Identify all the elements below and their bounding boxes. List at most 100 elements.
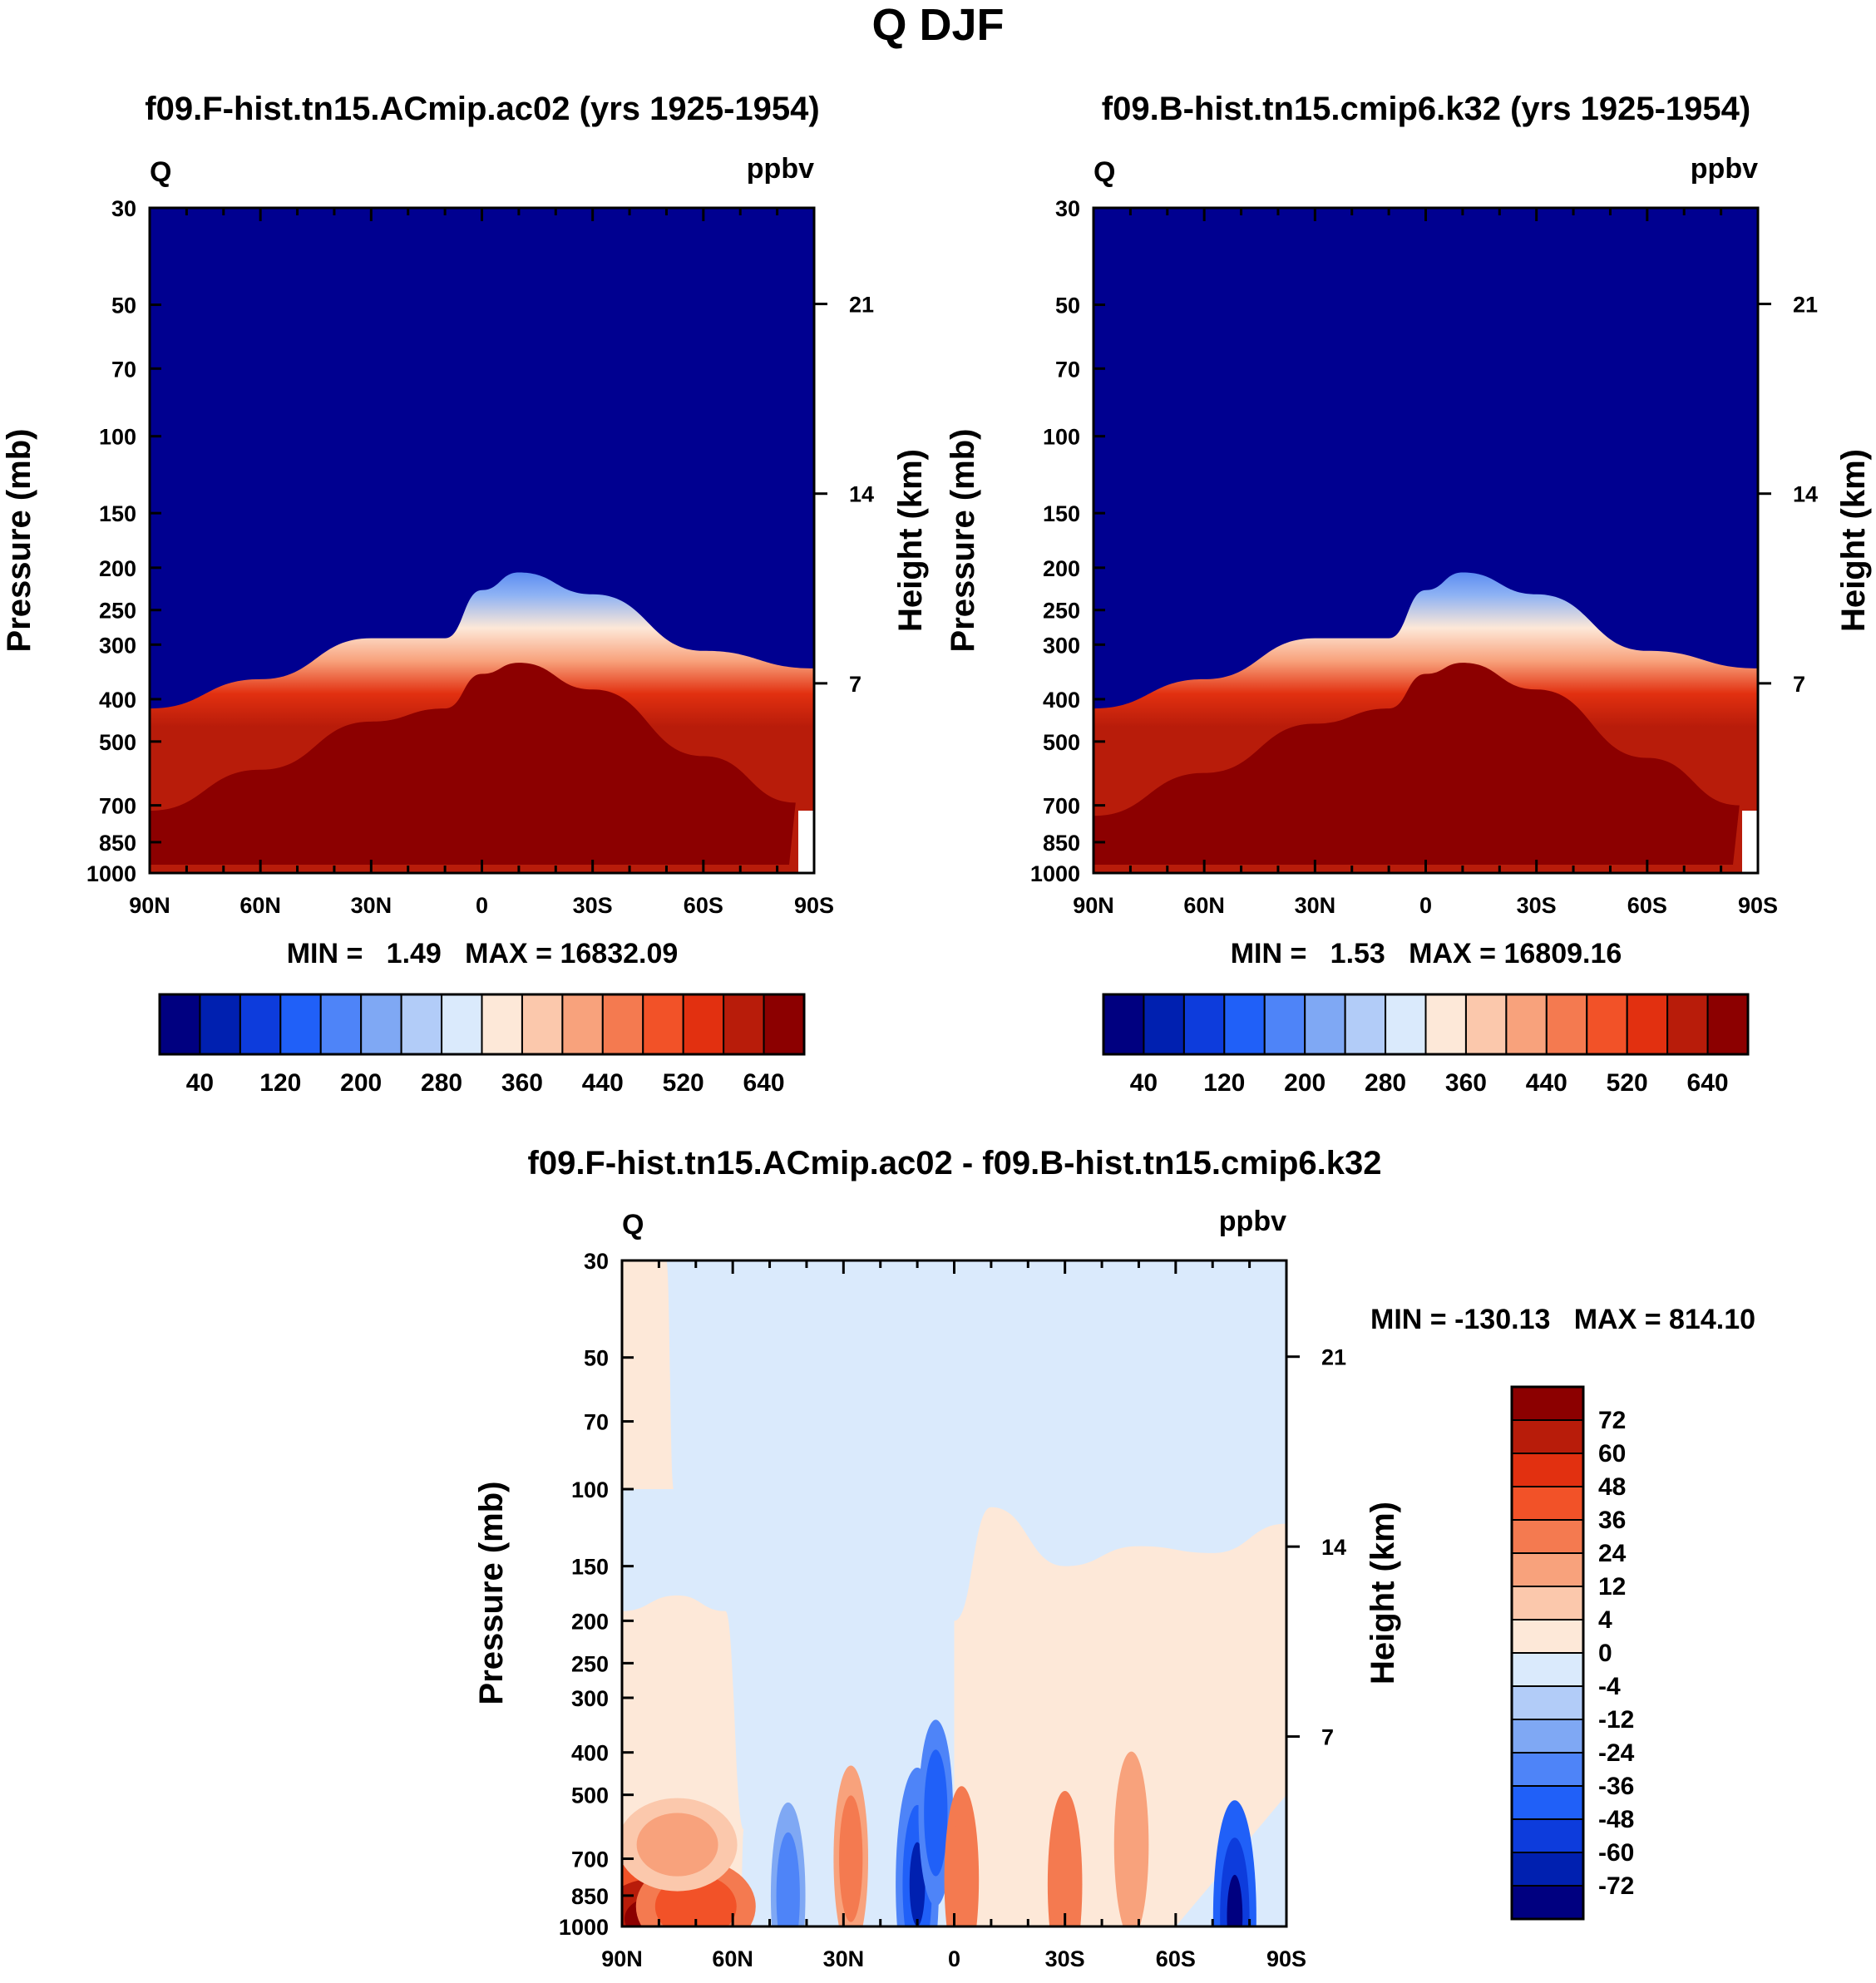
x-tick-label: 90S [1738,893,1778,918]
colorbar-swatch [1511,1685,1584,1720]
colorbar: 40 120 200 280 360 440 520 640 [1102,993,1750,1097]
colorbar-swatch [1511,1552,1584,1587]
colorbar-swatch [199,994,241,1055]
page-title: Q DJF [871,0,1004,50]
colorbar-swatch [1344,994,1387,1055]
anomaly-blob [950,1816,974,1926]
colorbar-label: 360 [1445,1069,1487,1097]
x-tick-label: 30N [823,1946,865,1971]
x-tick-label: 60N [239,893,281,918]
colorbar-label: 280 [421,1069,462,1097]
colorbar-swatch [319,994,363,1055]
y-tick-label: 500 [571,1783,609,1808]
y2-tick-label: 7 [849,672,861,697]
colorbar-swatch [1626,994,1669,1055]
colorbar-swatch [1511,1453,1584,1487]
y-tick-label: 250 [571,1651,609,1676]
colorbar-swatch [1511,1586,1584,1620]
colorbar-swatch [159,994,201,1055]
colorbar-swatch [723,994,765,1055]
min-max-stats: MIN = 1.49 MAX = 16832.09 [287,938,679,969]
y-tick-label: 250 [1043,599,1080,624]
missing-data-strip [798,811,814,873]
colorbar-label: 40 [186,1069,214,1097]
y-tick-label: 50 [1055,294,1080,318]
colorbar-swatch [1511,1419,1584,1454]
anomaly-blob [839,1795,863,1922]
y-tick-label: 30 [111,196,136,221]
x-tick-label: 0 [1419,893,1432,918]
colorbar-swatch [1424,994,1467,1055]
y-axis-label: Pressure (mb) [945,429,981,653]
colorbar-swatch [400,994,443,1055]
y-tick-label: 250 [99,599,136,624]
colorbar-label: 640 [1687,1069,1729,1097]
panel-title: f09.F-hist.tn15.ACmip.ac02 - f09.B-hist.… [528,1145,1382,1181]
colorbar-label: 36 [1598,1507,1626,1534]
y2-tick-label: 7 [1321,1725,1334,1750]
y-tick-label: 300 [1043,633,1080,658]
y-tick-label: 850 [1043,831,1080,856]
units-label: ppbv [747,153,814,185]
colorbar-swatch [1223,994,1266,1055]
panel-title: f09.B-hist.tn15.cmip6.k32 (yrs 1925-1954… [1102,91,1750,127]
y-tick-label: 400 [1043,688,1080,713]
colorbar-swatch [1511,1619,1584,1654]
colorbar-label: 120 [259,1069,301,1097]
y2-tick-label: 21 [1321,1345,1346,1370]
y2-tick-label: 14 [1793,482,1818,507]
y-tick-label: 300 [99,633,136,658]
y-tick-label: 100 [1043,425,1080,450]
y-tick-label: 300 [571,1686,609,1711]
y-tick-label: 50 [111,294,136,318]
colorbar-swatch [1511,1386,1584,1421]
y-tick-label: 200 [571,1609,609,1634]
colorbar-swatch [521,994,564,1055]
colorbar-swatch [1385,994,1427,1055]
colorbar-label: -36 [1598,1773,1634,1800]
colorbar-label: -60 [1598,1839,1634,1867]
y-tick-label: 1000 [1030,861,1080,886]
y2-tick-label: 21 [1793,293,1818,318]
y-tick-label: 30 [1055,196,1080,221]
colorbar-swatch [360,994,402,1055]
colorbar-label: 24 [1598,1540,1627,1567]
x-tick-label: 30N [351,893,392,918]
colorbar-swatch [1706,994,1749,1055]
colorbar-label: 48 [1598,1473,1626,1501]
y2-tick-label: 7 [1793,672,1805,697]
colorbar-label: 360 [501,1069,543,1097]
colorbar-swatch [1586,994,1628,1055]
colorbar-swatch [1464,994,1508,1055]
anomaly-blob [1053,1820,1077,1926]
panel-title: f09.F-hist.tn15.ACmip.ac02 (yrs 1925-195… [145,91,819,127]
y2-tick-label: 21 [849,293,874,318]
y-tick-label: 100 [571,1477,609,1502]
x-tick-label: 30S [573,893,613,918]
colorbar-swatch [481,994,523,1055]
y2-tick-label: 14 [1321,1535,1346,1560]
colorbar-label: -72 [1598,1872,1634,1900]
x-tick-label: 60N [1183,893,1225,918]
y-tick-label: 200 [99,556,136,581]
y-tick-label: 1000 [559,1915,609,1940]
y-tick-label: 70 [1055,357,1080,382]
colorbar-swatch [1511,1519,1584,1554]
colorbar: 72 60 48 36 24 12 4 0 -4 -12 -24 -36 -48 -60 -72 [1510,1385,1635,1921]
y-tick-label: 30 [584,1249,609,1274]
colorbar-swatch [1511,1752,1584,1787]
y-tick-label: 700 [1043,794,1080,819]
y-tick-label: 850 [571,1884,609,1909]
min-max-stats: MIN = 1.53 MAX = 16809.16 [1231,938,1622,969]
y-tick-label: 150 [1043,501,1080,526]
colorbar-swatch [1666,994,1709,1055]
colorbar-swatch [642,994,684,1055]
colorbar-swatch [441,994,483,1055]
colorbar-label: 440 [1526,1069,1567,1097]
colorbar-label: 520 [1607,1069,1648,1097]
x-tick-label: 0 [948,1946,960,1971]
y-tick-label: 500 [1043,730,1080,755]
y-tick-label: 200 [1043,556,1080,581]
colorbar-swatch [1545,994,1588,1055]
